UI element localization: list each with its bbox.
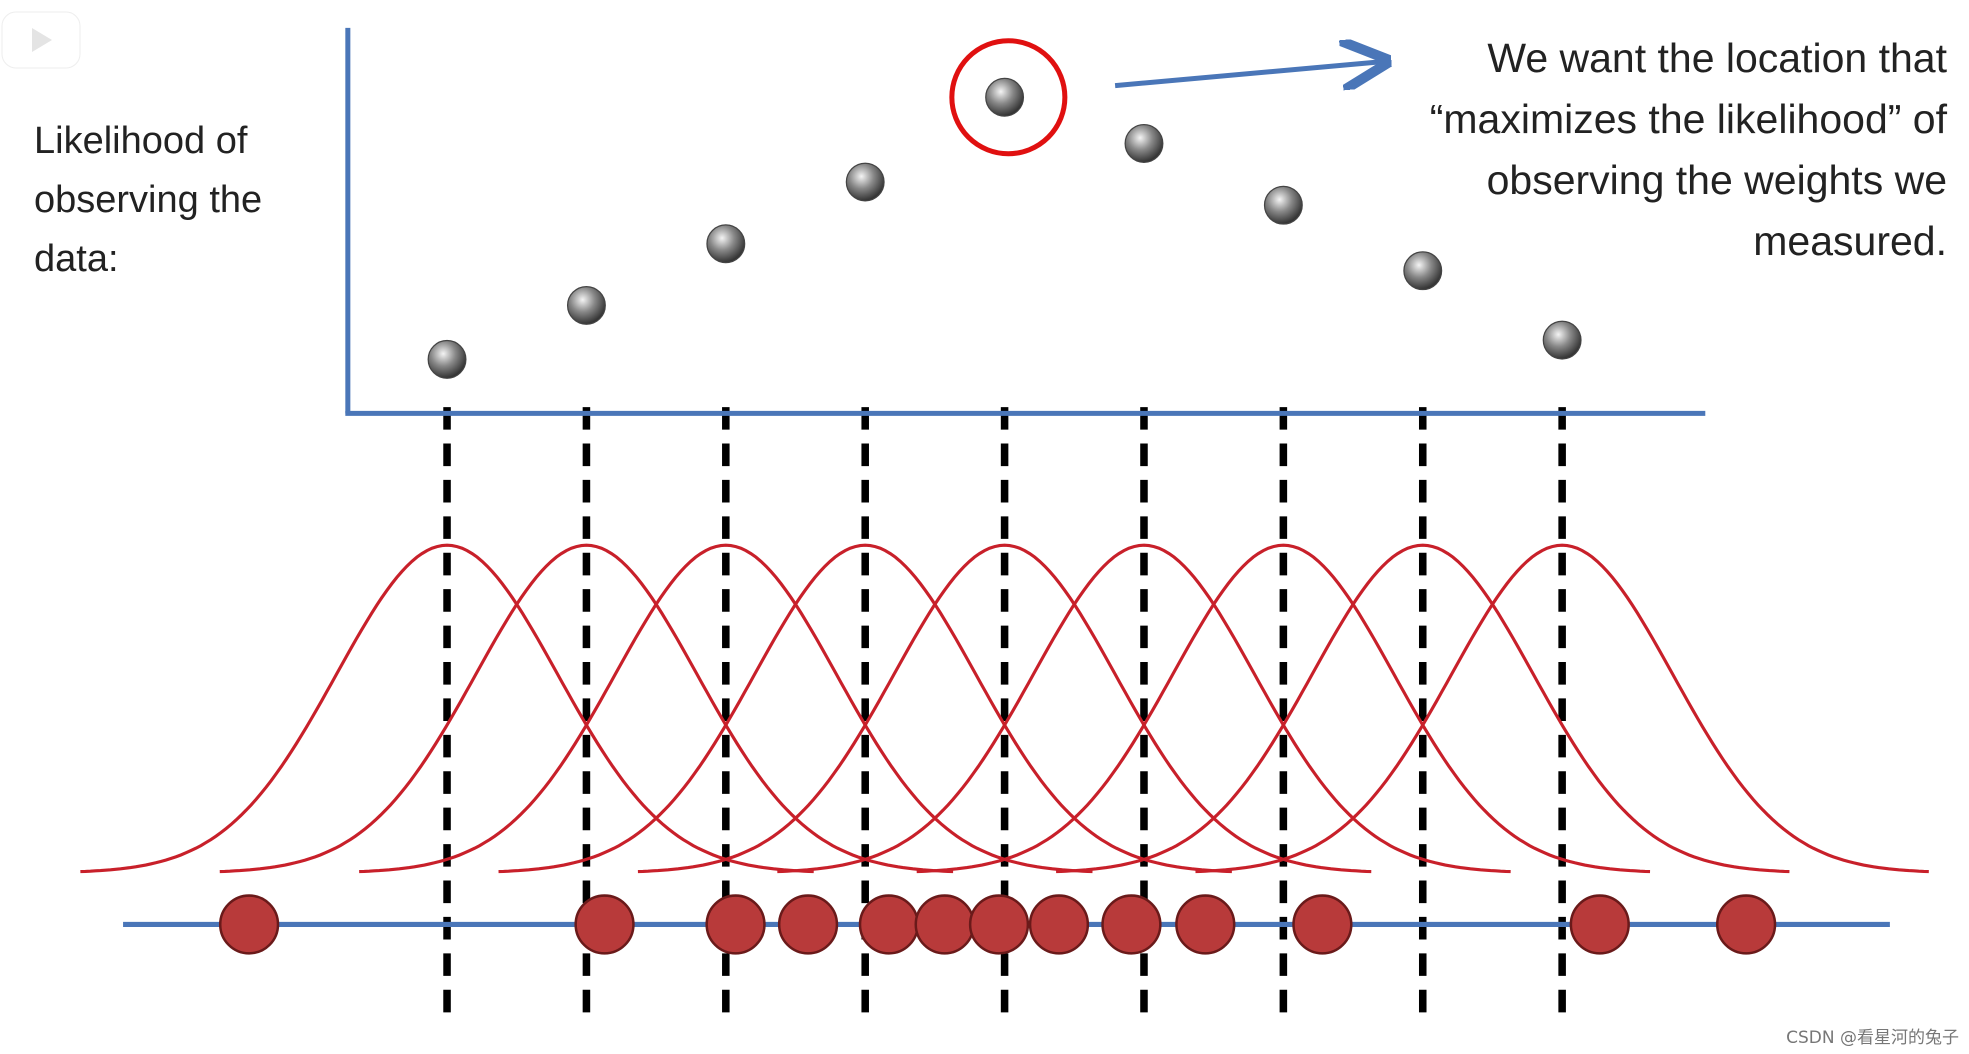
likelihood-point	[1263, 185, 1303, 225]
normal-curve	[1195, 543, 1929, 874]
likelihood-point	[1124, 124, 1164, 163]
normal-curve	[1056, 543, 1790, 874]
likelihood-point	[985, 77, 1025, 117]
annotation-text: We want the location that “maximizes the…	[1430, 28, 1947, 272]
likelihood-point	[845, 162, 885, 202]
annotation-line: “maximizes the likelihood” of	[1429, 96, 1947, 142]
max-likelihood-highlight	[949, 38, 1068, 157]
likelihood-point	[1542, 320, 1582, 360]
observed-data-point	[1715, 894, 1777, 955]
y-label-line: data:	[34, 238, 119, 280]
observed-data-point	[1292, 894, 1353, 955]
y-axis-label: Likelihood of observing the data:	[34, 112, 262, 289]
observed-data-point	[705, 894, 766, 955]
likelihood-point	[566, 285, 606, 325]
credit-text: CSDN @看星河的兔子	[1786, 1028, 1959, 1048]
observed-data-point	[1569, 894, 1630, 955]
normal-curve	[80, 543, 814, 874]
annotation-line: We want the location that	[1487, 35, 1947, 81]
observed-data-point	[1028, 894, 1090, 955]
observed-data-point	[1175, 894, 1236, 955]
normal-curve	[777, 543, 1511, 874]
annotation-arrow	[1114, 62, 1381, 86]
observed-data-point	[1101, 894, 1162, 955]
likelihood-point	[427, 339, 467, 379]
normal-curve	[219, 543, 954, 874]
y-label-line: Likelihood of	[34, 120, 248, 162]
normal-curve	[359, 543, 1093, 874]
observed-data-point	[218, 894, 280, 955]
observed-data-point	[574, 894, 635, 955]
y-label-line: observing the	[34, 179, 263, 221]
bilibili-tv-icon	[1, 1, 81, 69]
normal-curve	[498, 543, 1232, 874]
normal-curve	[916, 543, 1651, 874]
annotation-line: measured.	[1753, 218, 1947, 264]
likelihood-point	[1403, 251, 1443, 291]
annotation-line: observing the weights we	[1486, 157, 1947, 203]
observed-data-point	[914, 894, 975, 955]
observed-data-point	[968, 894, 1030, 955]
likelihood-point	[706, 224, 746, 264]
observed-data-point	[777, 894, 839, 955]
observed-data-point	[858, 894, 920, 955]
normal-curve	[637, 543, 1372, 874]
